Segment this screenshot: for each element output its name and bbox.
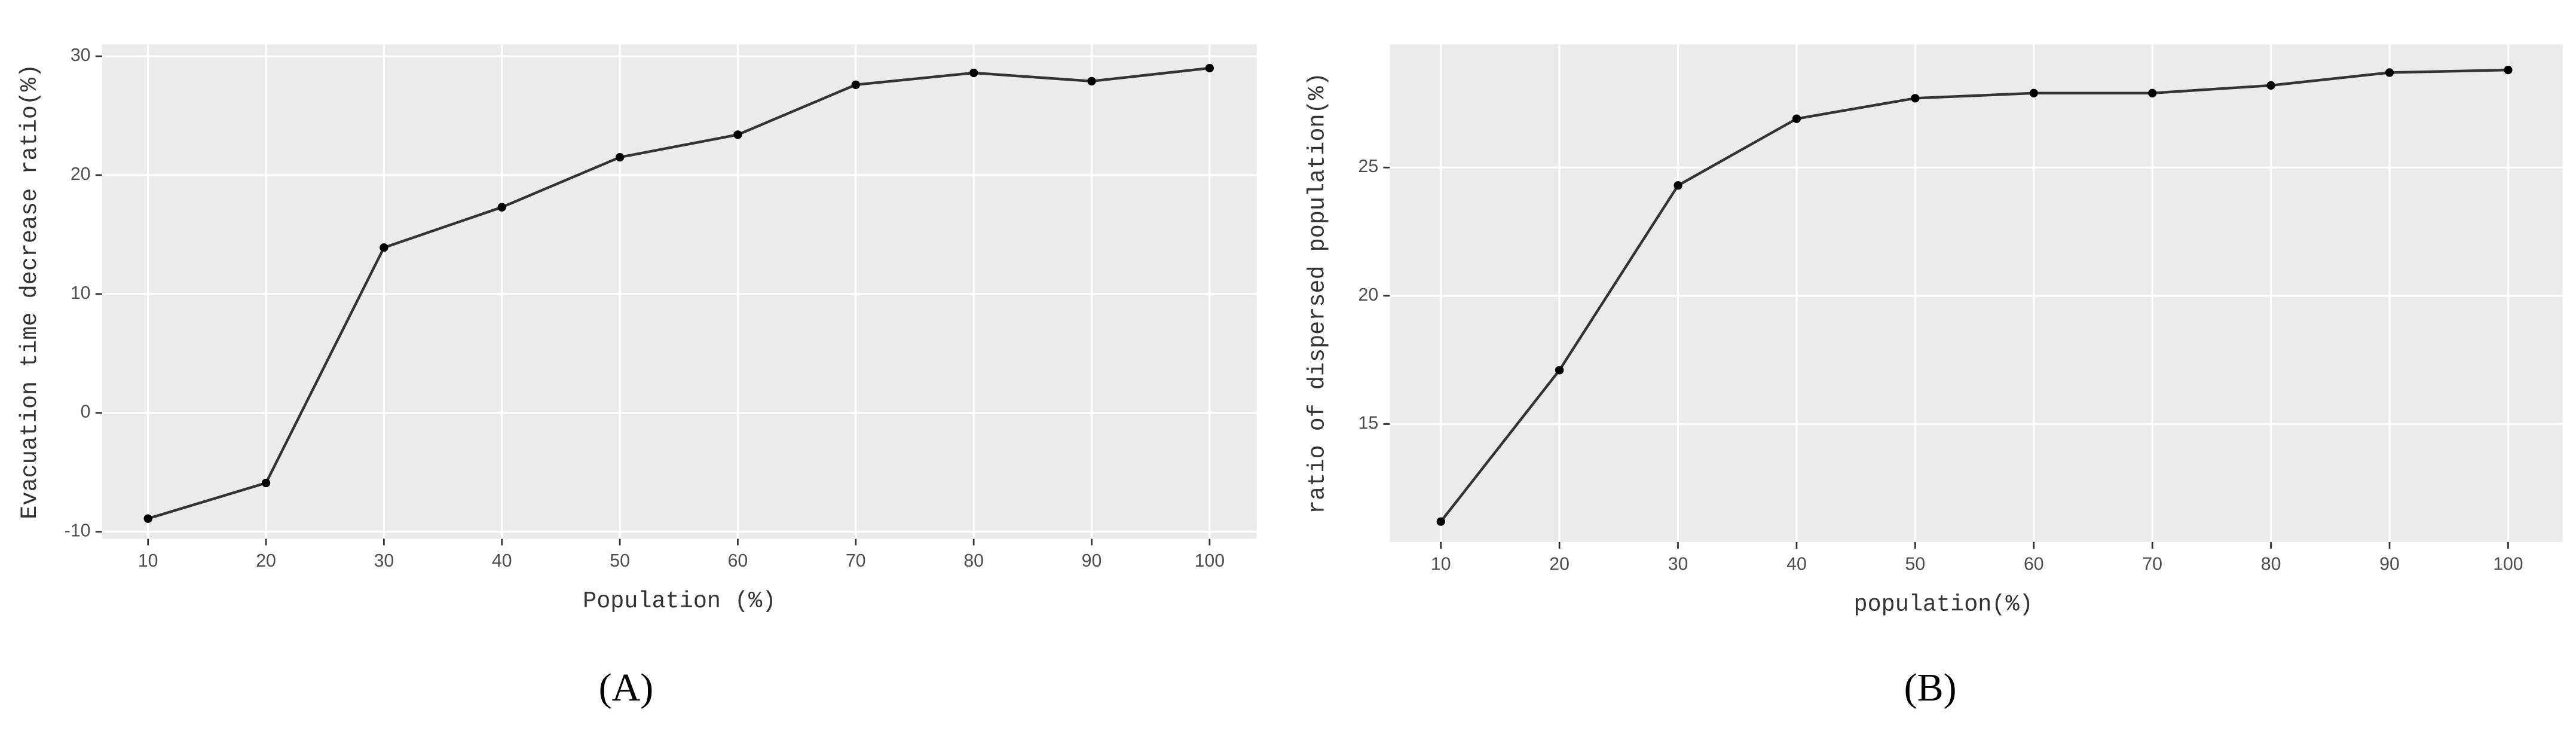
x-tick-label: 50 [1905, 554, 1926, 574]
y-tick-label: 10 [71, 283, 91, 303]
panel-caption: (A) [599, 666, 654, 709]
x-tick-label: 50 [610, 551, 630, 571]
x-tick-label: 80 [2261, 554, 2281, 574]
x-tick-label: 20 [256, 551, 276, 571]
x-tick-label: 20 [1549, 554, 1570, 574]
y-axis-title: Evacuation time decrease ratio(%) [17, 64, 43, 519]
data-line [148, 66, 1210, 520]
y-tick-label: 20 [71, 164, 91, 184]
y-tick-label: -10 [65, 521, 91, 541]
data-point [2385, 68, 2394, 77]
x-tick-label: 60 [2024, 554, 2044, 574]
data-point [1674, 181, 1682, 190]
y-tick-label: 15 [1359, 413, 1379, 433]
y-tick-label: 25 [1359, 157, 1379, 176]
data-point [1911, 94, 1920, 103]
x-tick-label: 40 [492, 551, 512, 571]
x-tick-label: 40 [1786, 554, 1807, 574]
x-tick-label: 30 [374, 551, 394, 571]
x-tick-label: 10 [1431, 554, 1451, 574]
data-point [851, 80, 860, 89]
x-tick-label: 70 [846, 551, 866, 571]
x-tick-label: 100 [1195, 551, 1225, 571]
y-tick-label: 20 [1359, 285, 1379, 305]
x-tick-label: 90 [2379, 554, 2400, 574]
y-axis-title: ratio of dispersed population(%) [1305, 72, 1331, 514]
x-tick-label: 60 [728, 551, 748, 571]
x-axis-title: Population (%) [583, 588, 776, 614]
data-line [1439, 68, 2508, 522]
data-point [1555, 366, 1564, 375]
data-point [2504, 65, 2513, 75]
x-tick-label: 10 [138, 551, 158, 571]
y-tick-label: 30 [71, 45, 91, 65]
data-point [1087, 77, 1096, 85]
data-point [261, 478, 271, 488]
data-point [380, 243, 388, 252]
y-tick-label: 0 [81, 402, 91, 422]
data-point [143, 514, 152, 523]
data-point [1436, 517, 1445, 526]
data-point [969, 68, 978, 78]
data-point [733, 130, 742, 139]
data-point [1205, 63, 1214, 73]
panel-caption: (B) [1904, 666, 1957, 709]
x-axis-title: population(%) [1854, 592, 2033, 618]
data-point [497, 203, 506, 212]
data-point [2266, 81, 2275, 90]
data-point [1792, 114, 1801, 123]
data-point [615, 152, 625, 162]
x-tick-label: 100 [2493, 554, 2523, 574]
x-tick-label: 90 [1082, 551, 1102, 571]
x-tick-label: 80 [963, 551, 984, 571]
x-tick-label: 30 [1668, 554, 1688, 574]
plot-panel [102, 44, 1257, 539]
plot-panel [1390, 44, 2563, 542]
data-point [2029, 88, 2038, 97]
data-point [2148, 88, 2157, 97]
x-tick-label: 70 [2142, 554, 2162, 574]
